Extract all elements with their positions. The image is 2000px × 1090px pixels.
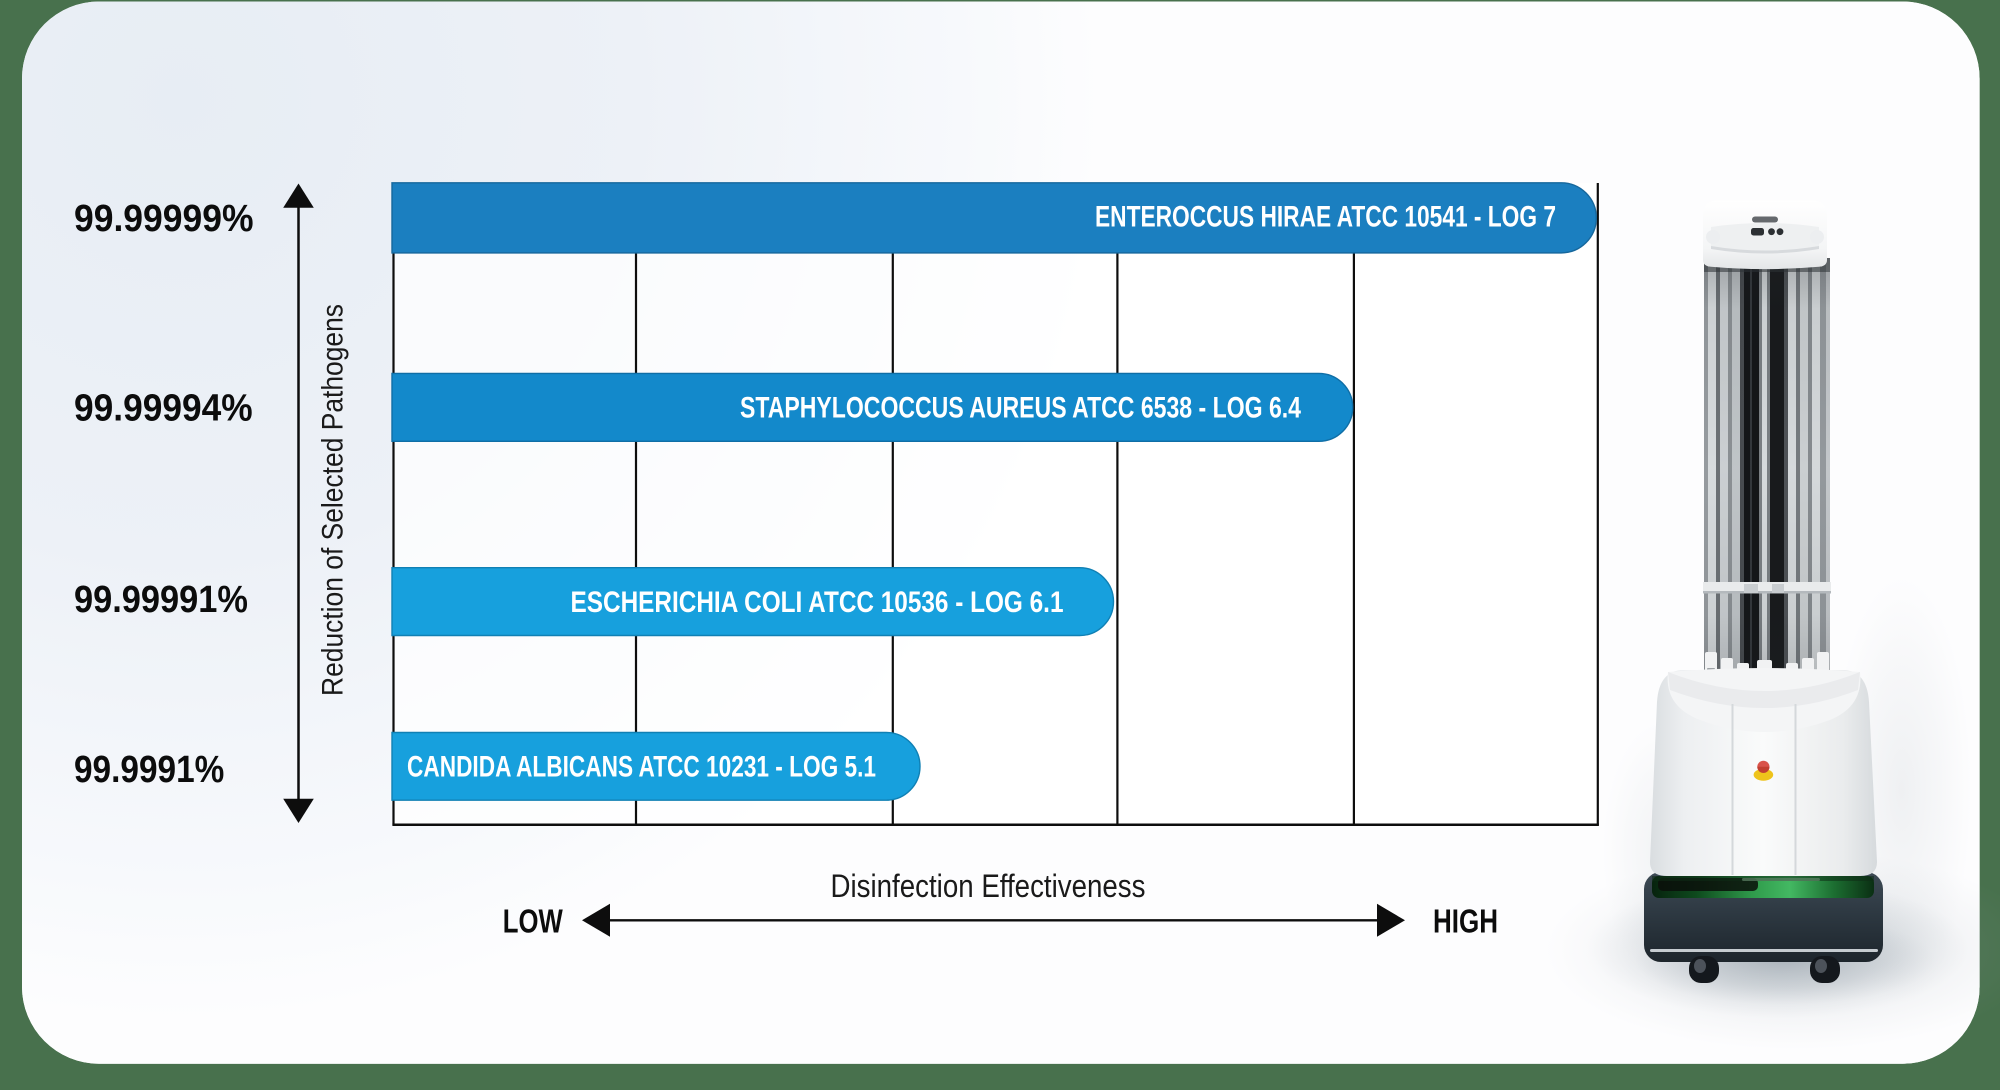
svg-text:ESCHERICHIA COLI ATCC 10536 -: ESCHERICHIA COLI ATCC 10536 - LOG 6.1	[571, 586, 1064, 619]
svg-text:Disinfection Effectiveness: Disinfection Effectiveness	[831, 868, 1146, 904]
svg-text:Reduction of Selected Pathogen: Reduction of Selected Pathogens	[317, 304, 350, 696]
svg-text:STAPHYLOCOCCUS AUREUS ATCC 653: STAPHYLOCOCCUS AUREUS ATCC 6538 - LOG 6.…	[740, 392, 1301, 425]
svg-text:99.99994%: 99.99994%	[74, 387, 253, 429]
svg-text:99.99991%: 99.99991%	[74, 579, 248, 621]
svg-text:CANDIDA ALBICANS ATCC 10231 -: CANDIDA ALBICANS ATCC 10231 - LOG 5.1	[407, 751, 876, 784]
svg-text:HIGH: HIGH	[1433, 903, 1498, 940]
svg-text:99.99999%: 99.99999%	[74, 198, 254, 240]
svg-text:LOW: LOW	[503, 903, 564, 940]
svg-text:ENTEROCCUS HIRAE ATCC 10541 -: ENTEROCCUS HIRAE ATCC 10541 - LOG 7	[1095, 201, 1556, 234]
svg-text:99.9991%: 99.9991%	[74, 749, 224, 791]
